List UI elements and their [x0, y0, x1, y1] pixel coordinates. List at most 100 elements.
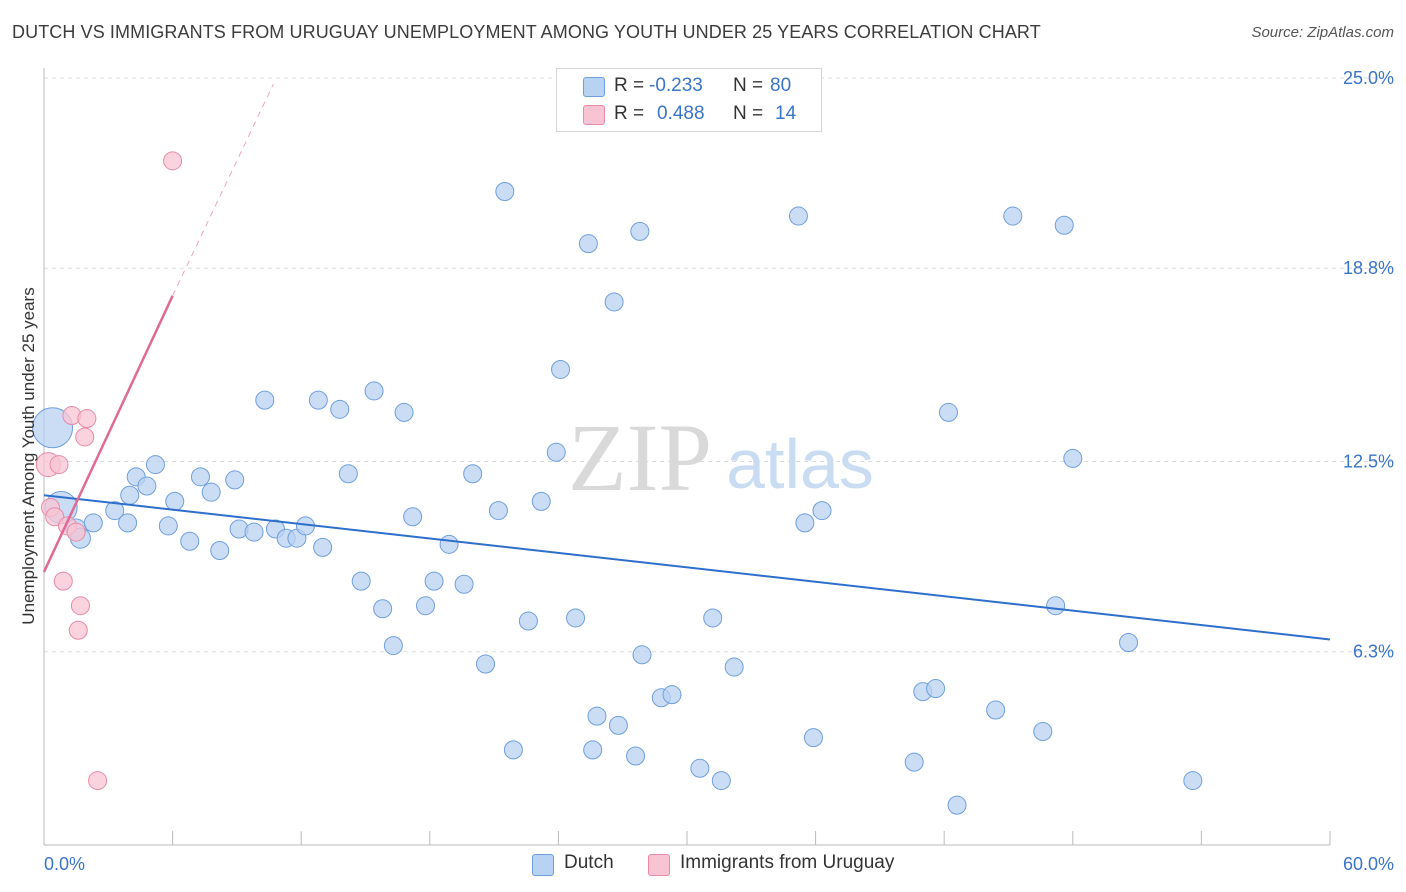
dutch-point — [1033, 721, 1053, 741]
y-tick-label: 6.3% — [1353, 642, 1394, 662]
chart-source: Source: ZipAtlas.com — [1251, 24, 1394, 41]
dutch-point — [608, 715, 628, 735]
dutch-point — [83, 513, 103, 533]
dutch-point — [463, 464, 483, 484]
dutch-point — [566, 608, 586, 628]
legend-row-dutch: R = -0.233 N = 80 — [557, 73, 821, 101]
watermark-atlas: atlas — [726, 425, 874, 503]
legend-n-value: 80 — [770, 75, 792, 96]
dutch-point — [165, 491, 185, 511]
dutch-point — [578, 234, 598, 254]
legend-swatch-dutch — [583, 77, 605, 97]
dutch-point — [351, 571, 371, 591]
dutch-point — [383, 636, 403, 656]
dutch-point — [330, 399, 350, 419]
bottom-legend-label-uruguay: Immigrants from Uruguay — [680, 852, 895, 873]
uruguay-point — [88, 771, 108, 791]
dutch-point — [662, 685, 682, 705]
dutch-point — [403, 507, 423, 527]
uruguay-points — [35, 151, 183, 791]
y-tick-label: 18.8% — [1343, 258, 1394, 278]
y-tick-labels: 6.3% 12.5% 18.8% 25.0% — [1343, 68, 1394, 662]
dutch-point — [795, 513, 815, 533]
uruguay-point — [77, 409, 97, 429]
dutch-point — [201, 482, 221, 502]
bottom-legend-label-dutch: Dutch — [564, 852, 614, 873]
dutch-point — [812, 501, 832, 521]
dutch-point — [416, 596, 436, 616]
dutch-point — [711, 771, 731, 791]
dutch-point — [158, 516, 178, 536]
dutch-point — [546, 442, 566, 462]
dutch-point — [308, 390, 328, 410]
dutch-point — [947, 795, 967, 815]
dutch-point — [476, 654, 496, 674]
y-axis-label: Unemployment Among Youth under 25 years — [19, 287, 38, 624]
dutch-point — [690, 758, 710, 778]
uruguay-point — [53, 571, 73, 591]
y-tick-label: 25.0% — [1343, 68, 1394, 88]
dutch-point — [190, 467, 210, 487]
dutch-point — [105, 501, 125, 521]
dutch-point — [803, 728, 823, 748]
dutch-point — [118, 513, 138, 533]
dutch-point — [338, 464, 358, 484]
dutch-point — [313, 537, 333, 557]
dutch-point — [587, 706, 607, 726]
dutch-point — [488, 501, 508, 521]
x-tick-label-max: 60.0% — [1343, 854, 1394, 874]
legend-r-label: R = — [614, 103, 645, 124]
dutch-point — [1003, 206, 1023, 226]
dutch-point — [1119, 633, 1139, 653]
dutch-point — [518, 611, 538, 631]
legend-n-label: N = — [733, 103, 764, 124]
dutch-point — [364, 381, 384, 401]
dutch-point — [986, 700, 1006, 720]
dutch-point — [495, 182, 515, 202]
dutch-point — [244, 522, 264, 542]
uruguay-point — [66, 522, 86, 542]
uruguay-trend-line — [42, 295, 174, 573]
dutch-point — [632, 645, 652, 665]
uruguay-point — [68, 620, 88, 640]
uruguay-point — [75, 427, 95, 447]
uruguay-point — [70, 596, 90, 616]
dutch-point — [703, 608, 723, 628]
dutch-point — [424, 571, 444, 591]
dutch-points — [32, 182, 1203, 815]
dutch-point — [604, 292, 624, 312]
uruguay-point — [45, 507, 65, 527]
dutch-point — [454, 574, 474, 594]
dutch-point — [724, 657, 744, 677]
dutch-point — [551, 359, 571, 379]
dutch-point — [145, 455, 165, 475]
dutch-point — [225, 470, 245, 490]
chart-title: DUTCH VS IMMIGRANTS FROM URUGUAY UNEMPLO… — [12, 22, 1041, 42]
uruguay-trend-extension — [172, 83, 274, 297]
dutch-point — [926, 679, 946, 699]
dutch-point — [394, 402, 414, 422]
dutch-point — [373, 599, 393, 619]
legend-n-value: 14 — [775, 103, 797, 124]
bottom-legend-swatch-uruguay — [648, 854, 670, 876]
x-tick-label-min: 0.0% — [44, 854, 85, 874]
y-tick-label: 12.5% — [1343, 452, 1394, 472]
dutch-point — [630, 221, 650, 241]
dutch-point — [1183, 771, 1203, 791]
correlation-legend: R = -0.233 N = 80 R = 0.488 N = 14 — [556, 68, 822, 132]
legend-swatch-uruguay — [583, 105, 605, 125]
dutch-point — [904, 752, 924, 772]
dutch-point — [938, 402, 958, 422]
watermark-zip: ZIP — [568, 404, 712, 511]
trend-lines — [42, 83, 1331, 641]
dutch-point — [531, 491, 551, 511]
dutch-point — [503, 740, 523, 760]
uruguay-point — [163, 151, 183, 171]
dutch-point — [137, 476, 157, 496]
gridlines — [44, 77, 1394, 653]
legend-r-label: R = — [614, 75, 645, 96]
uruguay-point — [49, 455, 69, 475]
dutch-point — [788, 206, 808, 226]
dutch-point — [583, 740, 603, 760]
